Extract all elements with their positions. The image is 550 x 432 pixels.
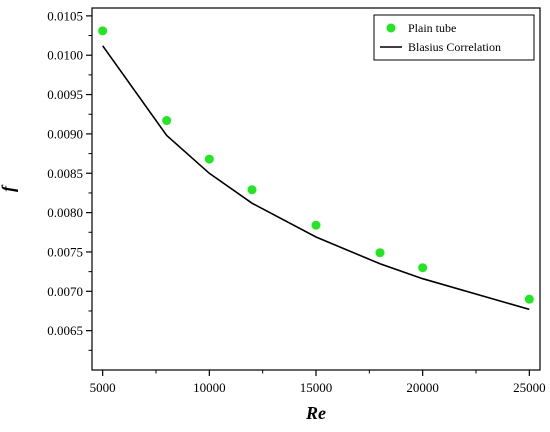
x-tick-label: 20000 <box>406 380 439 395</box>
series-layer <box>98 26 534 311</box>
legend-label-plain-tube: Plain tube <box>408 21 456 35</box>
data-point-plain-tube <box>162 116 172 126</box>
x-tick-label: 5000 <box>90 380 116 395</box>
y-tick-label: 0.0070 <box>47 284 83 299</box>
legend-label-blasius: Blasius Correlation <box>408 40 501 54</box>
y-tick-label: 0.0065 <box>47 323 83 338</box>
data-point-plain-tube <box>375 248 385 258</box>
y-tick-label: 0.0080 <box>47 205 83 220</box>
series-line-blasius-correlation <box>102 45 530 311</box>
y-axis-title: f <box>0 184 18 192</box>
data-point-plain-tube <box>524 294 534 304</box>
plot-frame <box>91 7 541 371</box>
data-point-plain-tube <box>247 185 257 195</box>
data-point-plain-tube <box>311 220 321 230</box>
y-tick-label: 0.0100 <box>47 48 83 63</box>
major-ticks <box>86 15 530 376</box>
legend: Plain tube Blasius Correlation <box>373 14 535 61</box>
legend-marker-plain-tube <box>386 23 396 33</box>
y-tick-label: 0.0090 <box>47 126 83 141</box>
minor-ticks <box>88 35 477 374</box>
x-axis-title: Re <box>305 403 326 423</box>
x-tick-label: 15000 <box>300 380 333 395</box>
y-tick-label: 0.0085 <box>47 166 83 181</box>
y-tick-label: 0.0075 <box>47 244 83 259</box>
y-tick-label: 0.0095 <box>47 87 83 102</box>
legend-box <box>373 14 535 61</box>
y-tick-label: 0.0105 <box>47 8 83 23</box>
x-tick-label: 25000 <box>513 380 546 395</box>
x-tick-labels: 5000 10000 15000 20000 25000 <box>90 380 546 395</box>
x-tick-label: 10000 <box>193 380 226 395</box>
data-point-plain-tube <box>418 263 428 273</box>
data-point-plain-tube <box>204 154 214 164</box>
y-tick-labels: 0.0065 0.0070 0.0075 0.0080 0.0085 0.0090 0.00… <box>47 8 83 338</box>
data-point-plain-tube <box>98 26 108 36</box>
